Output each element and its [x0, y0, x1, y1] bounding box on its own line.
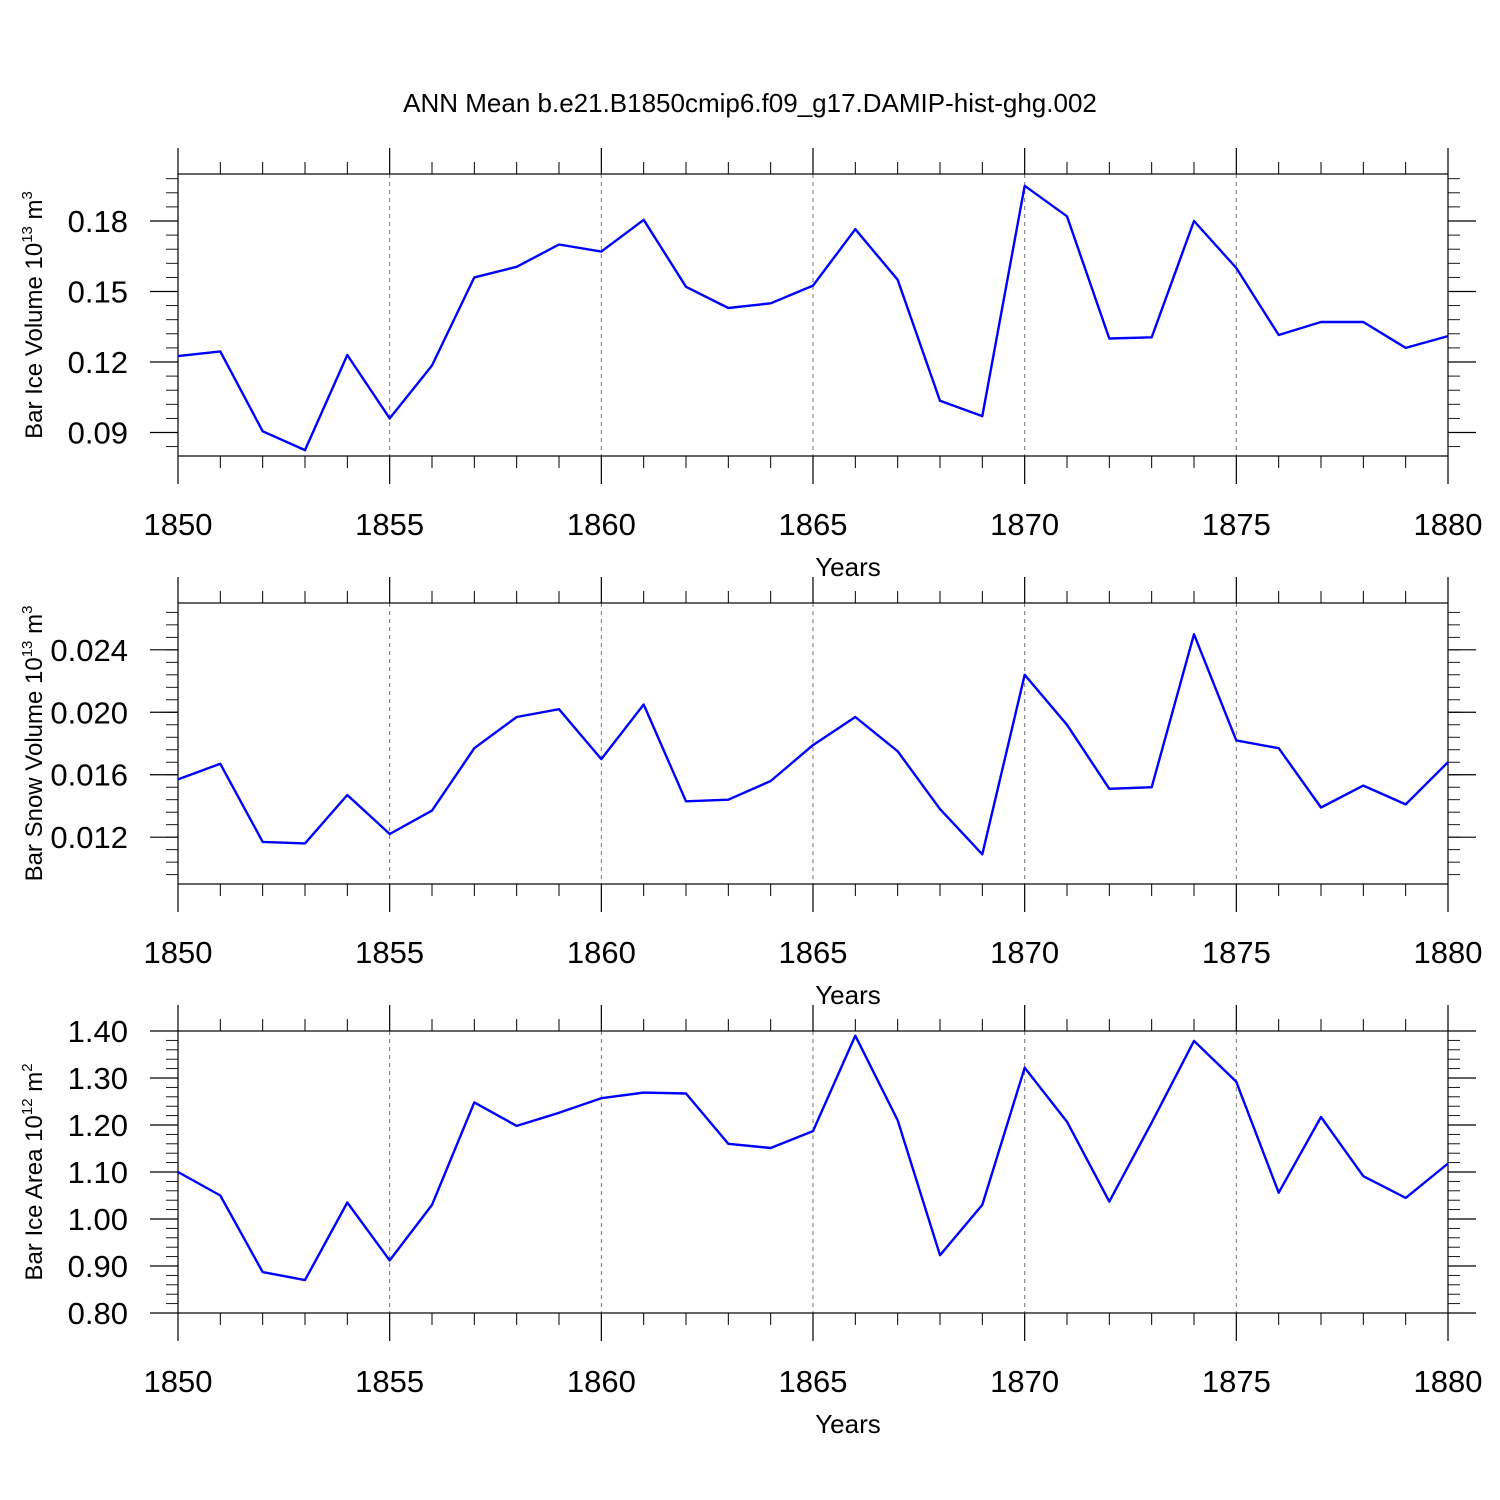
x-tick-label: 1865	[779, 507, 848, 542]
y-tick-label: 0.80	[68, 1296, 128, 1331]
x-tick-label: 1860	[567, 507, 636, 542]
panel-2: 0.012 0.016 0.020 0.024 1850 1855 1860 1865 1870…	[19, 577, 1482, 1010]
x-tick-label: 1855	[355, 507, 424, 542]
y-tick-label: 0.020	[50, 695, 128, 730]
x-tick-label: 1865	[779, 935, 848, 970]
series-line	[177, 1034, 1449, 1282]
series-line	[177, 633, 1449, 856]
y-tick-label: 0.016	[50, 758, 128, 793]
x-tick-label: 1850	[144, 935, 213, 970]
x-tick-label: 1865	[779, 1364, 848, 1399]
y-tick-label: 1.00	[68, 1202, 128, 1237]
series-line	[177, 184, 1449, 452]
x-axis-label: Years	[815, 1409, 881, 1439]
y-tick-label: 1.20	[68, 1108, 128, 1143]
x-tick-label: 1870	[990, 507, 1059, 542]
y-tick-label: 1.40	[68, 1014, 128, 1049]
x-tick-label: 1880	[1414, 935, 1483, 970]
y-tick-label: 0.90	[68, 1249, 128, 1284]
y-tick-label: 0.18	[68, 204, 128, 239]
y-tick-label: 0.12	[68, 345, 128, 380]
y-axis-label: Bar Snow Volume 1013 m3	[19, 606, 48, 882]
y-tick-label: 0.012	[50, 820, 128, 855]
y-tick-label: 1.10	[68, 1155, 128, 1190]
y-tick-label: 0.024	[50, 633, 128, 668]
x-tick-label: 1855	[355, 1364, 424, 1399]
x-tick-label: 1870	[990, 935, 1059, 970]
y-axis-label: Bar Ice Area 1012 m2	[19, 1063, 48, 1280]
x-tick-label: 1855	[355, 935, 424, 970]
y-axis-label: Bar Ice Volume 1013 m3	[19, 191, 48, 439]
x-axis-label: Years	[815, 980, 881, 1010]
x-tick-label: 1875	[1202, 1364, 1271, 1399]
x-tick-label: 1860	[567, 1364, 636, 1399]
y-tick-label: 0.15	[68, 275, 128, 310]
x-tick-label: 1850	[144, 507, 213, 542]
x-tick-label: 1880	[1414, 507, 1483, 542]
x-tick-label: 1880	[1414, 1364, 1483, 1399]
panel-1: 0.09 0.12 0.15 0.18 1850 1855 1860 1865 1870 1875…	[19, 148, 1482, 582]
panel-3: 0.80 0.90 1.00 1.10 1.20 1.30 1.40 1850 1855 1860…	[19, 1005, 1482, 1439]
x-tick-label: 1870	[990, 1364, 1059, 1399]
y-tick-label: 1.30	[68, 1061, 128, 1096]
x-tick-label: 1875	[1202, 507, 1271, 542]
figure-title: ANN Mean b.e21.B1850cmip6.f09_g17.DAMIP-…	[403, 88, 1097, 118]
x-tick-label: 1860	[567, 935, 636, 970]
x-axis-label: Years	[815, 552, 881, 582]
x-tick-label: 1850	[144, 1364, 213, 1399]
x-tick-label: 1875	[1202, 935, 1271, 970]
y-tick-label: 0.09	[68, 416, 128, 451]
